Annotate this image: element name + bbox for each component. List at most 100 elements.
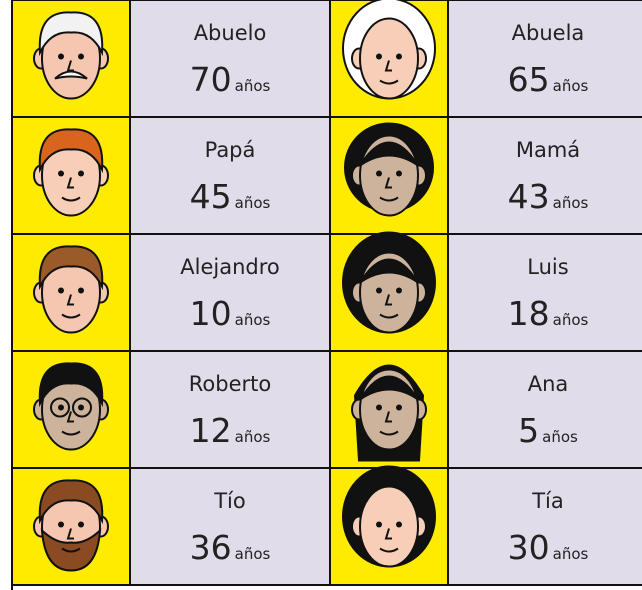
age-unit: años: [235, 428, 271, 446]
person-age: 10: [190, 294, 232, 333]
person-row: Papá 45 años: [11, 116, 331, 235]
nose: [384, 177, 392, 189]
info-cell: [447, 233, 642, 352]
nose: [384, 411, 392, 423]
person-row: Abuelo 70 años: [11, 0, 331, 118]
person-age: 12: [190, 411, 232, 450]
eye: [78, 287, 84, 294]
hair: [38, 11, 104, 57]
hair: [359, 375, 419, 401]
hair: [38, 245, 104, 291]
age-unit: años: [553, 77, 589, 95]
eye: [376, 53, 382, 60]
eye: [396, 404, 402, 411]
nose: [66, 294, 74, 306]
person-name: Tío: [213, 489, 246, 513]
person-age: 36: [190, 528, 232, 567]
person-row: Ana 5 años: [329, 350, 642, 469]
mouth: [61, 547, 81, 553]
person-name: Luis: [527, 255, 568, 279]
eye: [396, 521, 402, 528]
person-row: Alejandro 10 años: [11, 233, 331, 352]
person-age: 70: [190, 60, 232, 99]
person-row: Tía 30 años: [329, 465, 642, 586]
eye: [376, 521, 382, 528]
mouth: [379, 196, 399, 202]
info-cell: [129, 233, 331, 352]
mouth: [379, 430, 399, 436]
person-name: Roberto: [189, 372, 271, 396]
nose: [66, 177, 74, 189]
person-age: 5: [518, 411, 539, 450]
person-name: Abuelo: [194, 21, 267, 45]
nose: [66, 528, 74, 540]
person-age: 30: [508, 528, 550, 567]
person-age-line: 36 años: [190, 528, 271, 567]
nose: [384, 528, 392, 540]
mouth: [379, 547, 399, 553]
person-row: Luis 18 años: [329, 231, 642, 352]
person-row: Mamá 43 años: [329, 116, 642, 235]
info-cell: [129, 350, 331, 469]
eye: [78, 53, 84, 60]
eye: [376, 404, 382, 411]
mustache: [54, 70, 88, 80]
nose: [384, 60, 392, 72]
eye: [376, 170, 382, 177]
info-cell: [447, 350, 642, 469]
age-unit: años: [553, 311, 589, 329]
head: [359, 485, 419, 568]
person-age: 43: [508, 177, 550, 216]
eye: [78, 404, 84, 411]
person-name: Abuela: [512, 21, 585, 45]
person-name: Mamá: [516, 138, 580, 162]
eye: [396, 287, 402, 294]
person-name: Alejandro: [180, 255, 279, 279]
person-age: 45: [190, 177, 232, 216]
person-age: 18: [508, 294, 550, 333]
mouth: [379, 79, 399, 85]
hair: [38, 128, 104, 174]
age-unit: años: [235, 194, 271, 212]
person-name: Tía: [531, 489, 564, 513]
person-age-line: 18 años: [508, 294, 589, 333]
mouth: [61, 430, 81, 436]
person-name: Papá: [205, 138, 256, 162]
eye: [58, 404, 64, 411]
glasses: [72, 397, 92, 418]
eye: [58, 287, 64, 294]
eye: [78, 170, 84, 177]
age-unit: años: [235, 311, 271, 329]
eye: [58, 170, 64, 177]
person-name: Ana: [528, 372, 569, 396]
nose: [66, 411, 74, 423]
glasses: [50, 397, 70, 418]
nose: [384, 294, 392, 306]
info-cell: [129, 0, 331, 118]
eye: [396, 170, 402, 177]
person-age-line: 65 años: [508, 60, 589, 99]
hair: [38, 362, 104, 408]
eye: [58, 521, 64, 528]
person-age-line: 10 años: [190, 294, 271, 333]
mouth: [61, 313, 81, 319]
hair: [359, 141, 419, 167]
age-unit: años: [553, 545, 589, 563]
eye: [78, 521, 84, 528]
age-unit: años: [542, 428, 578, 446]
info-cell: [447, 0, 642, 118]
person-age-line: 43 años: [508, 177, 589, 216]
hair: [359, 258, 419, 284]
person-age-line: 30 años: [508, 528, 589, 567]
age-unit: años: [553, 194, 589, 212]
person-age: 65: [508, 60, 550, 99]
eye: [58, 53, 64, 60]
age-unit: años: [235, 77, 271, 95]
eye: [376, 287, 382, 294]
person-row: Abuela 65 años: [329, 0, 642, 118]
mouth: [379, 313, 399, 319]
mouth: [61, 196, 81, 202]
person-row: Tío 36 años: [11, 467, 331, 586]
eye: [396, 53, 402, 60]
